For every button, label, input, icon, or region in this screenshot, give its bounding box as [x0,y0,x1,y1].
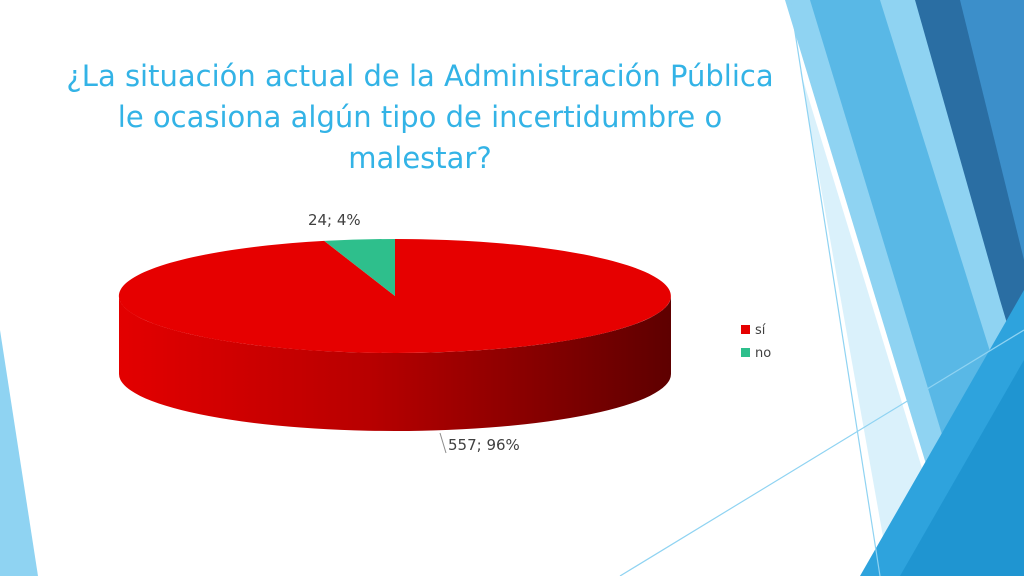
decor-shape-left [0,330,38,576]
legend-swatch-si [741,325,750,334]
legend: sí no [741,323,771,361]
data-labels: 24; 4% 557; 96% [308,211,520,454]
legend-label-no: no [755,346,771,361]
data-label-no: 24; 4% [308,211,361,229]
data-label-si: 557; 96% [448,436,520,454]
pie-side-wall [119,296,671,431]
decor-shape-pale [800,70,955,576]
pie-slice-no [324,239,395,296]
pie-group [118,239,671,431]
slide-title: ¿La situación actual de la Administració… [66,59,774,175]
legend-swatch-no [741,348,750,357]
pie-slice-si [118,239,671,354]
decor-shape-mid-1 [960,0,1024,260]
leader-line-si [439,432,447,454]
decor-line-1 [789,0,881,576]
decor-line-2 [619,329,1024,576]
decor-shape-bottom-2 [900,360,1024,576]
legend-label-si: sí [755,323,766,338]
